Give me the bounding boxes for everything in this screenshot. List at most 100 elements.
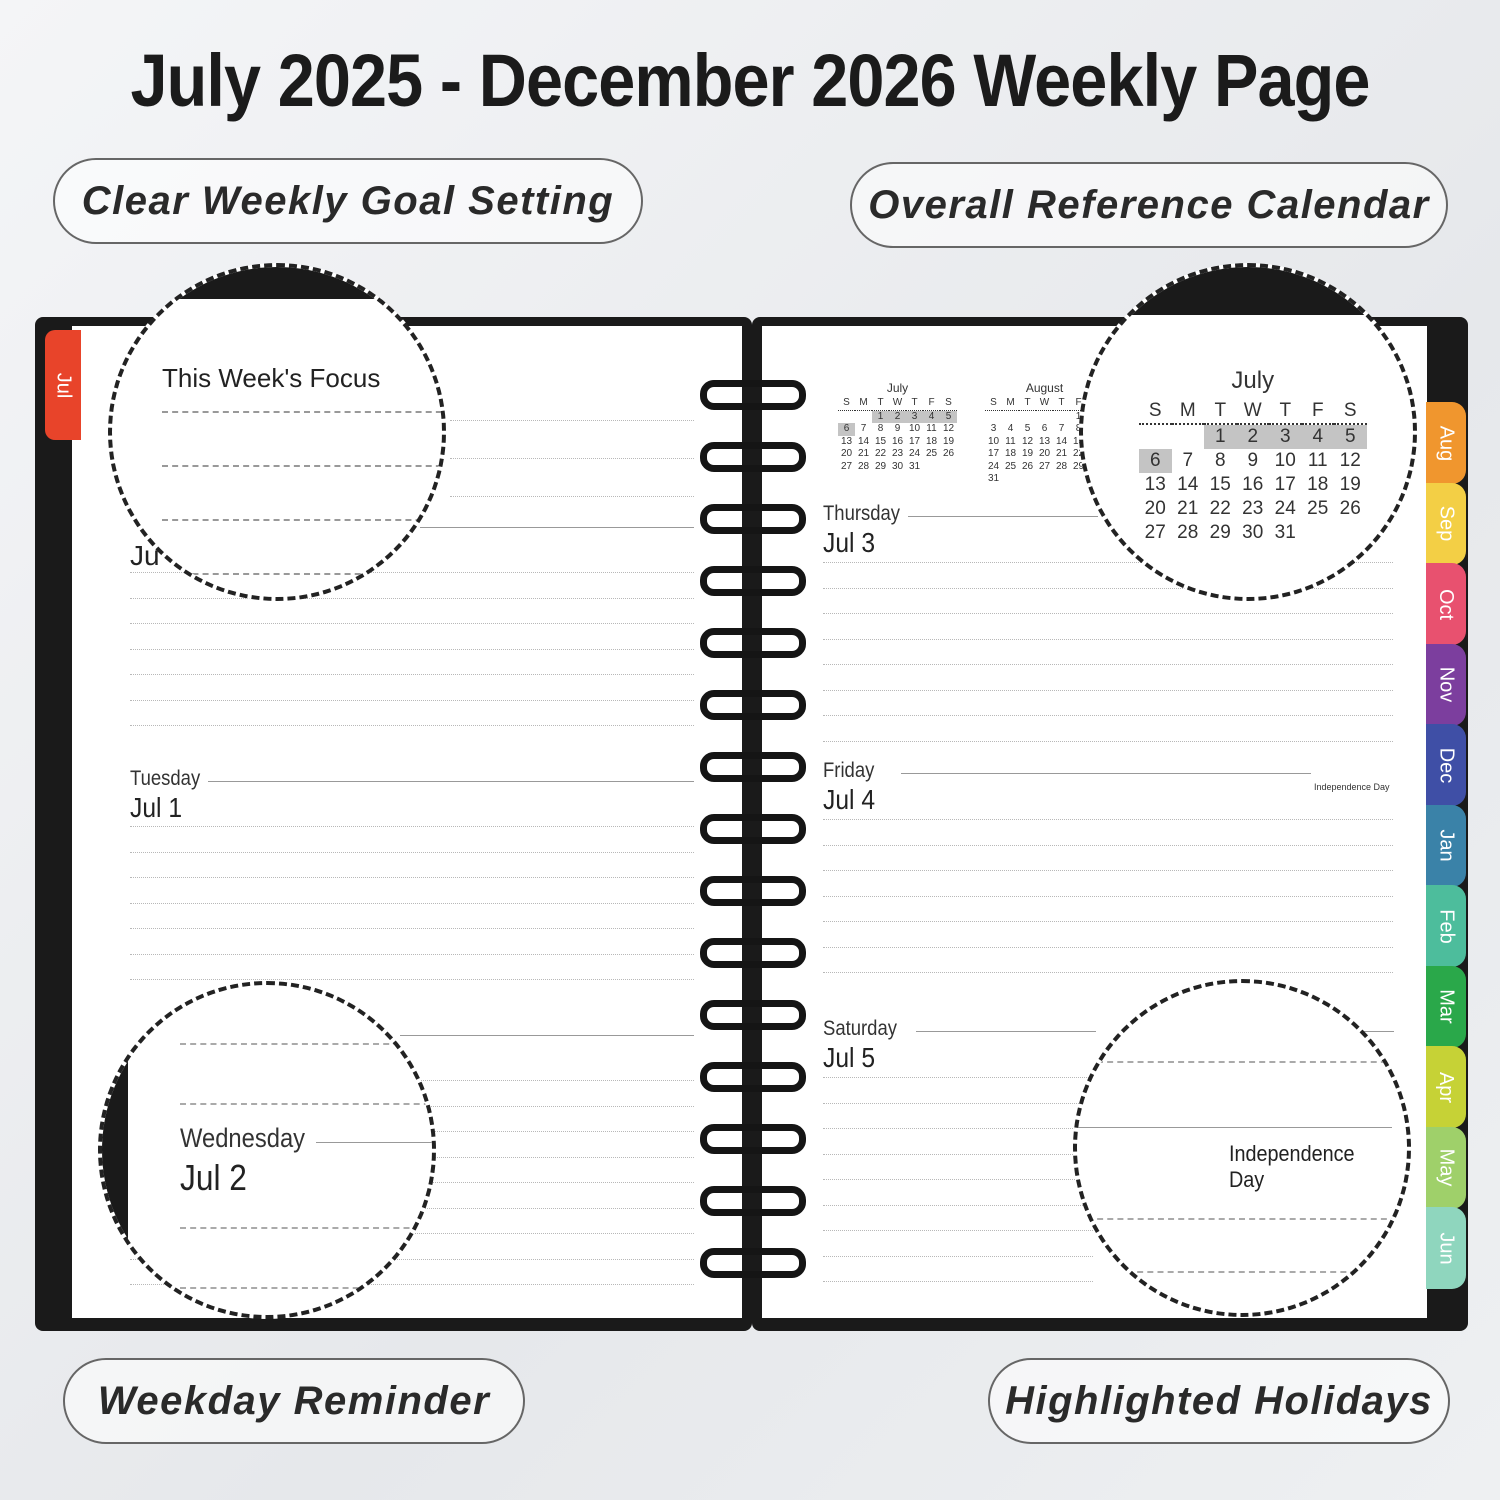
weekday-header: F (1301, 399, 1334, 425)
calendar-day: 26 (942, 448, 955, 459)
weekday-header: T (872, 397, 889, 411)
ruled-line (823, 740, 1393, 742)
calendar-day: 25 (925, 448, 938, 459)
spiral-ring (700, 1186, 806, 1216)
calendar-day: 27 (840, 460, 853, 472)
calendar-day: 4 (1007, 423, 1014, 434)
day-divider (400, 1035, 694, 1036)
ruled-line (823, 895, 1393, 897)
tab-feb[interactable]: Feb (1426, 885, 1466, 967)
tab-label: Aug (1435, 425, 1458, 461)
tab-label: Apr (1435, 1071, 1458, 1103)
weekday-header: M (1002, 397, 1019, 411)
calendar-day: 21 (1177, 498, 1199, 519)
tab-mar[interactable]: Mar (1426, 965, 1466, 1048)
tab-label: May (1435, 1148, 1458, 1187)
ruled-line (823, 819, 1393, 820)
magnifier-weekday: Wednesday Jul 2 (98, 981, 436, 1319)
calendar-day: 18 (925, 435, 938, 447)
ruled-line (130, 851, 694, 853)
ruled-line (823, 689, 1393, 691)
spiral-ring (700, 504, 806, 534)
calendar-day: 23 (1242, 498, 1264, 519)
weekday-header: T (1269, 399, 1302, 425)
tab-label: Jun (1435, 1231, 1458, 1265)
tab-aug[interactable]: Aug (1426, 402, 1466, 484)
calendar-day: 27 (1144, 522, 1166, 543)
feature-pill-weekday-reminder: Weekday Reminder (63, 1358, 525, 1444)
weekday-header: F (1070, 397, 1087, 411)
ruled-line (823, 613, 1393, 614)
calendar-day: 13 (1144, 474, 1166, 495)
calendar-day: 22 (1209, 498, 1231, 519)
ruled-line (130, 979, 694, 980)
magnifier-holidays: Independence Day (1073, 979, 1411, 1317)
day-divider (908, 516, 1098, 517)
calendar-day: 4 (923, 410, 940, 423)
saturday-date: Jul 5 (823, 1042, 876, 1073)
calendar-day: 16 (891, 435, 904, 447)
calendar-day: 15 (1070, 436, 1087, 449)
calendar-day: 8 (1214, 450, 1226, 471)
calendar-day: 29 (874, 460, 887, 472)
tab-jul[interactable]: Jul (45, 330, 81, 440)
weekday-header: W (889, 397, 906, 411)
calendar-day: 8 (877, 423, 884, 434)
ruled-line (130, 826, 694, 827)
calendar-day: 28 (1055, 460, 1068, 472)
tab-sep[interactable]: Sep (1426, 482, 1466, 565)
tab-may[interactable]: May (1426, 1126, 1466, 1209)
calendar-day: 5 (940, 410, 957, 423)
weekday-header: S (1139, 399, 1172, 425)
tab-label: Jul (52, 372, 75, 398)
calendar-month: July (1231, 367, 1275, 394)
calendar-day: 6 (1041, 423, 1048, 434)
calendar-day: 24 (908, 448, 921, 459)
tab-apr[interactable]: Apr (1426, 1046, 1466, 1128)
ruled-line (823, 1230, 1093, 1231)
calendar-day: 22 (1072, 448, 1085, 459)
weekday-header: M (855, 397, 872, 411)
weekday-header: T (1053, 397, 1070, 411)
spiral-ring (700, 938, 806, 968)
calendar-day: 25 (1307, 498, 1329, 519)
ruled-line (823, 1179, 1093, 1180)
tab-jan[interactable]: Jan (1426, 804, 1466, 887)
calendar-day: 15 (1209, 474, 1231, 495)
calendar-day: 19 (942, 435, 955, 447)
calendar-day: 29 (1209, 522, 1231, 543)
calendar-day: 21 (857, 448, 870, 459)
ruled-line (130, 623, 694, 624)
ruled-line (130, 674, 694, 675)
calendar-day: 28 (1177, 522, 1199, 543)
page-title: July 2025 - December 2026 Weekly Page (130, 39, 1370, 122)
calendar-day: 7 (1182, 450, 1194, 471)
tab-dec[interactable]: Dec (1426, 724, 1466, 806)
wednesday-label: Wednesday (180, 1123, 306, 1153)
calendar-day: 11 (1005, 435, 1016, 447)
day-divider (1362, 1031, 1394, 1032)
spiral-ring (700, 814, 806, 844)
day-divider (916, 1031, 1096, 1032)
tab-label: Jan (1435, 829, 1458, 862)
tab-label: Mar (1435, 989, 1458, 1024)
calendar-day: 8 (1070, 423, 1087, 436)
wednesday-date: Jul 2 (180, 1157, 247, 1198)
tab-oct[interactable]: Oct (1426, 563, 1466, 645)
tab-jun[interactable]: Jun (1426, 1207, 1466, 1289)
calendar-day: 30 (1242, 522, 1264, 543)
tuesday-label: Tuesday (130, 767, 201, 790)
ruled-line (823, 870, 1393, 871)
calendar-day: 12 (942, 423, 955, 434)
tab-nov[interactable]: Nov (1426, 643, 1466, 726)
ruled-line (130, 648, 694, 650)
calendar-day: 17 (908, 435, 921, 447)
ruled-line (823, 587, 1393, 589)
calendar-day: 18 (1307, 474, 1329, 495)
calendar-day: 14 (857, 435, 870, 447)
calendar-day: 13 (840, 435, 853, 447)
cover-edge (112, 267, 442, 299)
calendar-day: 7 (860, 423, 867, 434)
calendar-day: 19 (1339, 474, 1361, 495)
saturday-label: Saturday (823, 1017, 897, 1040)
